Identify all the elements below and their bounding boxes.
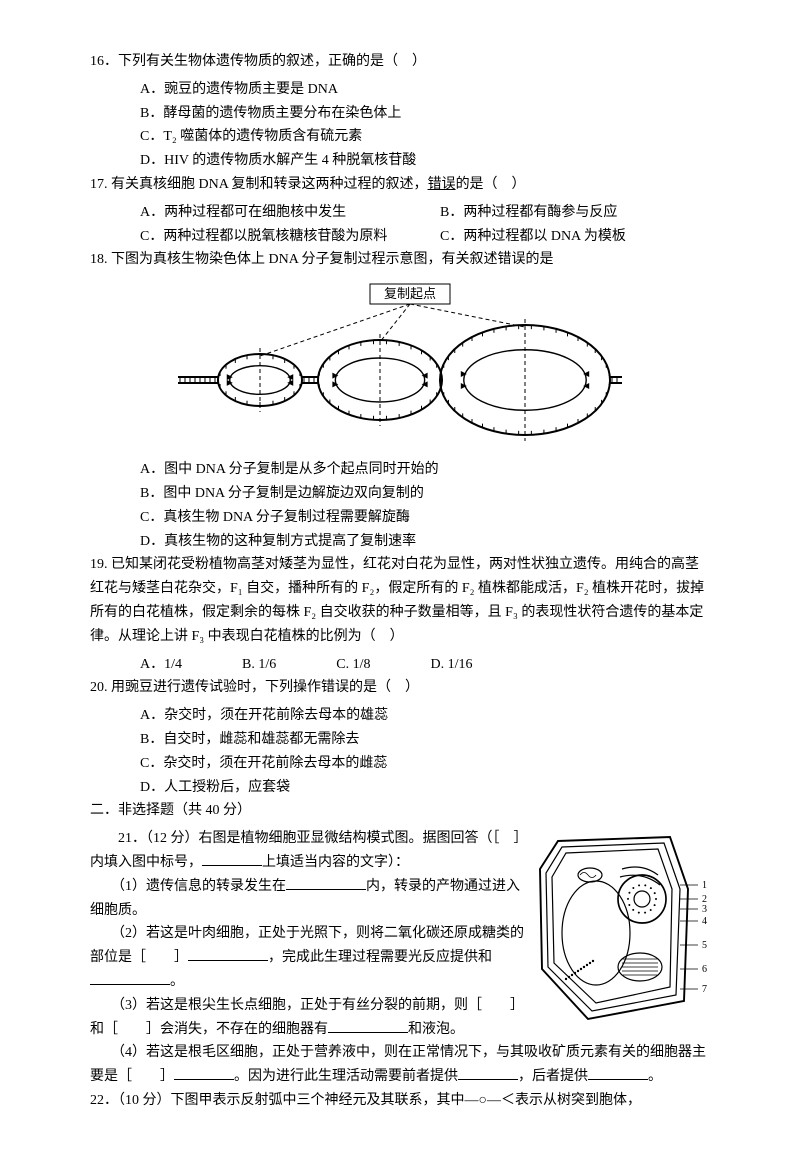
blank (174, 1065, 234, 1080)
svg-text:7: 7 (702, 984, 707, 995)
q19-stem: 19. 已知某闭花受粉植物高茎对矮茎为显性，红花对白花为显性，两对性状独立遗传。… (90, 553, 710, 648)
q21-p2b: ，完成此生理过程需要光反应提供和 (268, 950, 492, 965)
q21-p4c: ，后者提供 (518, 1069, 588, 1084)
q18-stem: 18. 下图为真核生物染色体上 DNA 分子复制过程示意图，有关叙述错误的是 (90, 248, 710, 272)
q17-opt-c: C．两种过程都以脱氧核糖核苷酸为原料 (140, 225, 410, 249)
q16-opt-d: D．HIV 的遗传物质水解产生 4 种脱氧核苷酸 (140, 149, 416, 173)
svg-text:5: 5 (702, 940, 707, 951)
svg-text:3: 3 (702, 904, 707, 915)
q18-opt-a: A．图中 DNA 分子复制是从多个起点同时开始的 (140, 458, 710, 482)
q21-p4d: 。 (648, 1069, 662, 1084)
q20-stem: 20. 用豌豆进行遗传试验时，下列操作错误的是（ ） (90, 676, 710, 700)
q17-opt-b: B．两种过程都有酶参与反应 (440, 201, 617, 225)
dna-replication-diagram: 复制起点 (170, 280, 630, 450)
q17-options: A．两种过程都可在细胞核中发生 B．两种过程都有酶参与反应 C．两种过程都以脱氧… (90, 201, 710, 249)
q17-stem-b: 的是（ ） (456, 177, 526, 192)
blank (202, 851, 262, 866)
q16-options: A．豌豆的遗传物质主要是 DNA B．酵母菌的遗传物质主要分布在染色体上 C．T… (90, 78, 710, 173)
q20-opt-d: D．人工授粉后，应套袋 (140, 776, 710, 800)
svg-text:复制起点: 复制起点 (384, 286, 436, 301)
svg-text:6: 6 (702, 964, 707, 975)
blank (328, 1018, 408, 1033)
blank (188, 946, 268, 961)
q20-opt-a: A．杂交时，须在开花前除去母本的雄蕊 (140, 704, 710, 728)
svg-text:4: 4 (702, 916, 707, 927)
svg-text:1: 1 (702, 880, 707, 891)
q21-p1a: （1）遗传信息的转录发生在 (90, 879, 286, 894)
q17-stem: 17. 有关真核细胞 DNA 复制和转录这两种过程的叙述，错误的是（ ） (90, 173, 710, 197)
q19-opt-a: A．1/4 (140, 653, 182, 677)
q16-opt-c: C．T₂ 噬菌体的遗传物质含有硫元素 (140, 125, 410, 149)
q22-stem: 22．（10 分）下图甲表示反射弧中三个神经元及其联系，其中—○—＜表示从树突到… (90, 1089, 710, 1113)
q16-opt-a: A．豌豆的遗传物质主要是 DNA (140, 78, 410, 102)
q16-opt-b: B．酵母菌的遗传物质主要分布在染色体上 (140, 102, 401, 126)
q21-p3b: 和液泡。 (408, 1022, 464, 1037)
q18-options: A．图中 DNA 分子复制是从多个起点同时开始的 B．图中 DNA 分子复制是边… (90, 458, 710, 553)
q17-opt-d: C．两种过程都以 DNA 为模板 (440, 225, 626, 249)
q21-p2c: 。 (170, 974, 184, 989)
q21-p4b: 。因为进行此生理活动需要前者提供 (234, 1069, 458, 1084)
q17-stem-a: 17. 有关真核细胞 DNA 复制和转录这两种过程的叙述， (90, 177, 428, 192)
q21-head-b: 上填适当内容的文字）： (262, 855, 409, 870)
q18-opt-c: C．真核生物 DNA 分子复制过程需要解旋酶 (140, 506, 710, 530)
q20-opt-c: C．杂交时，须在开花前除去母本的雌蕊 (140, 752, 710, 776)
blank (458, 1065, 518, 1080)
blank (588, 1065, 648, 1080)
q16-stem: 16．下列有关生物体遗传物质的叙述，正确的是（ ） (90, 50, 710, 74)
q20-options: A．杂交时，须在开花前除去母本的雄蕊 B．自交时，雌蕊和雄蕊都无需除去 C．杂交… (90, 704, 710, 799)
blank (286, 875, 366, 890)
q17-stem-ul: 错误 (428, 177, 456, 192)
plant-cell-diagram: 1234567 (530, 829, 710, 1029)
blank (90, 970, 170, 985)
q18-opt-d: D．真核生物的这种复制方式提高了复制速率 (140, 530, 710, 554)
q19-opt-d: D. 1/16 (430, 653, 472, 677)
q19-options: A．1/4 B. 1/6 C. 1/8 D. 1/16 (90, 653, 710, 677)
q20-opt-b: B．自交时，雌蕊和雄蕊都无需除去 (140, 728, 710, 752)
q17-opt-a: A．两种过程都可在细胞核中发生 (140, 201, 410, 225)
q18-opt-b: B．图中 DNA 分子复制是边解旋边双向复制的 (140, 482, 710, 506)
q19-opt-b: B. 1/6 (242, 653, 276, 677)
section2-heading: 二．非选择题（共 40 分） (90, 799, 710, 823)
q19-opt-c: C. 1/8 (336, 653, 370, 677)
q21-block: 1234567 21．（12 分）右图是植物细胞亚显微结构模式图。据图回答（［ … (90, 827, 710, 1089)
q21-p4: （4）若这是根毛区细胞，正处于营养液中，则在正常情况下，与其吸收矿质元素有关的细… (90, 1041, 710, 1089)
